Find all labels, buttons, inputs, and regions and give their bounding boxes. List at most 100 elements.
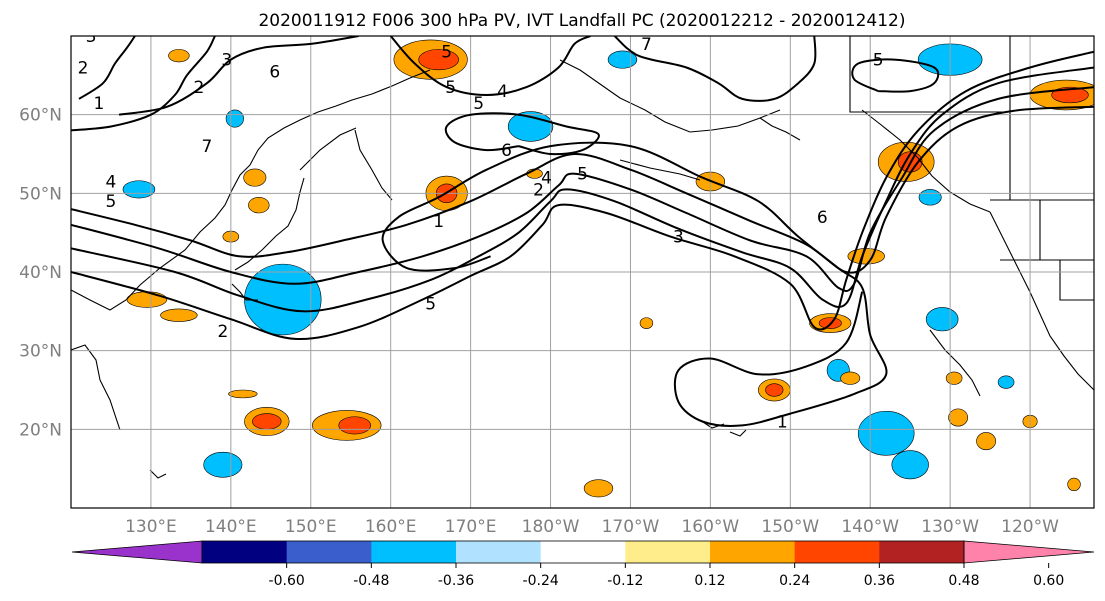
coastline-segment xyxy=(849,36,1010,113)
pv-anomaly-patch xyxy=(203,451,243,478)
pv-anomaly-patch xyxy=(765,383,784,397)
pv-anomaly-patch xyxy=(122,180,156,199)
latitude-tick-label: 60°N xyxy=(19,106,62,126)
colorbar-segment xyxy=(625,541,711,563)
longitude-tick-label: 150°W xyxy=(761,517,819,537)
colorbar-segment xyxy=(286,541,372,563)
contour-label: 4 xyxy=(497,82,508,102)
coastline-segment xyxy=(729,429,747,437)
colorbar-tick-label: 0.24 xyxy=(779,573,810,589)
contour-label: 3 xyxy=(86,27,97,47)
pv-anomaly-patch xyxy=(607,50,638,69)
coastline-segment xyxy=(299,127,357,171)
contour-label: 5 xyxy=(445,78,456,98)
pv-contour-line xyxy=(71,105,1094,274)
contour-label: 3 xyxy=(673,228,684,248)
pv-contour-line xyxy=(71,50,1094,341)
colorbar-segment xyxy=(794,541,880,563)
map-frame xyxy=(70,35,1095,509)
coastline-segment xyxy=(619,159,701,181)
contour-label: 5 xyxy=(873,51,884,71)
latitude-tick-label: 40°N xyxy=(19,263,62,283)
longitude-tick-label: 150°E xyxy=(285,517,337,537)
longitude-tick-label: 170°W xyxy=(602,517,660,537)
pv-anomaly-patch xyxy=(840,371,861,385)
longitude-tick-label: 180°W xyxy=(522,517,580,537)
pv-contour-line xyxy=(444,112,600,156)
coastline-segment xyxy=(234,177,305,271)
contour-label: 6 xyxy=(501,141,512,161)
pv-anomaly-patch xyxy=(126,291,168,308)
colorbar-tick-label: 0.36 xyxy=(864,573,895,589)
colorbar-outline xyxy=(201,540,965,564)
coastline-segment xyxy=(559,59,781,133)
contour-label: 2 xyxy=(217,322,228,342)
pv-anomaly-patch xyxy=(160,308,198,322)
colorbar-segment xyxy=(202,541,288,563)
pv-anomaly-patch xyxy=(244,263,322,336)
colorbar-tick-label: 0.60 xyxy=(1033,573,1064,589)
contour-label: 5 xyxy=(577,165,588,185)
pv-contour-line xyxy=(71,36,216,132)
colorbar-tick-label: -0.12 xyxy=(607,573,643,589)
longitude-tick-label: 170°E xyxy=(445,517,497,537)
pv-contour-line xyxy=(71,66,1094,313)
latitude-tick-label: 30°N xyxy=(19,342,62,362)
coastline-segment xyxy=(989,211,1094,391)
coastline-segment xyxy=(1059,260,1094,301)
pv-contour-line xyxy=(118,36,359,116)
colorbar: -0.60 -0.48 -0.36 -0.24 -0.12 0.12 0.24 0.36 0.4… xyxy=(71,540,1095,589)
colorbar-segment xyxy=(371,541,457,563)
axis-labels: 130°E 140°E 150°E 160°E 170°E 180°W 170°W 160°W… xyxy=(19,106,1059,537)
pv-anomaly-patch xyxy=(1067,477,1081,491)
pv-anomaly-patch xyxy=(418,49,459,71)
coastline-segment xyxy=(71,164,251,311)
pv-contour-line xyxy=(389,36,591,97)
contour-label: 2 xyxy=(533,180,544,200)
pv-contour-line xyxy=(613,36,817,102)
contour-label: 5 xyxy=(473,94,484,114)
colorbar-segment xyxy=(710,541,796,563)
pv-anomaly-patch xyxy=(857,410,915,456)
contour-label: 4 xyxy=(541,169,552,189)
pv-anomaly-patch xyxy=(228,389,258,399)
contour-label: 1 xyxy=(94,94,105,114)
colorbar-tick-label: -0.36 xyxy=(438,573,474,589)
latitude-tick-label: 20°N xyxy=(19,420,62,440)
latitude-tick-label: 50°N xyxy=(19,184,62,204)
contour-label: 5 xyxy=(106,192,117,212)
contour-label: 7 xyxy=(641,35,652,55)
pv-anomaly-patch xyxy=(252,413,282,430)
contour-label: 5 xyxy=(425,294,436,314)
longitude-tick-label: 160°E xyxy=(365,517,417,537)
contour-label: 4 xyxy=(106,173,117,193)
map-title: 2020011912 F006 300 hPa PV, IVT Landfall… xyxy=(258,11,905,31)
contour-label: 5 xyxy=(441,43,452,63)
pv-anomaly-patch xyxy=(583,479,614,498)
contour-label: 2 xyxy=(78,58,89,78)
pv-anomaly-patch xyxy=(997,375,1015,389)
contour-label: 2 xyxy=(193,78,204,98)
longitude-tick-label: 140°W xyxy=(841,517,899,537)
longitude-tick-label: 120°W xyxy=(1001,517,1059,537)
longitude-tick-label: 130°W xyxy=(921,517,979,537)
colorbar-segment xyxy=(540,541,626,563)
coastline-segment xyxy=(861,109,991,213)
pv-contours xyxy=(71,36,1094,427)
pv-contour-line xyxy=(381,141,888,427)
colorbar-tick-label: -0.60 xyxy=(269,573,305,589)
colorbar-tick-label: 0.48 xyxy=(948,573,979,589)
pv-anomaly-patch xyxy=(976,432,996,451)
contour-label: 1 xyxy=(777,412,788,432)
pv-anomaly-patch xyxy=(948,408,969,427)
colorbar-extend-max xyxy=(963,540,1095,564)
pv-anomaly-patch xyxy=(925,307,959,332)
pv-anomaly-patch xyxy=(225,109,244,128)
pv-anomaly-patch xyxy=(248,196,270,214)
coastline-segment xyxy=(929,329,981,397)
coastline-segment xyxy=(149,469,167,479)
coastline-segment xyxy=(371,69,431,95)
